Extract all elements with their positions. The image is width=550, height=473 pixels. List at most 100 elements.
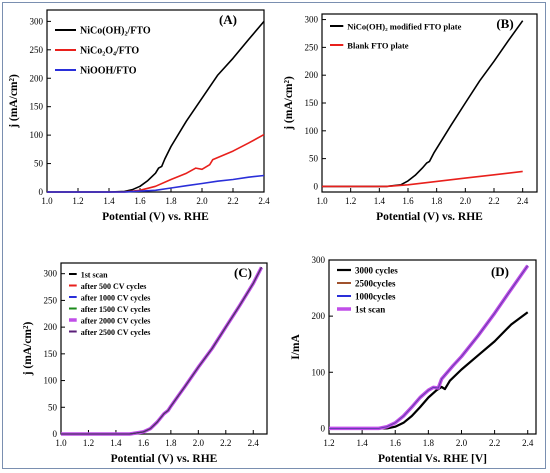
y-tick-label: 0 [53,429,58,439]
y-tick-label: 50 [309,154,319,164]
series-overlay-line [61,267,262,435]
y-tick-label: 300 [44,269,58,279]
legend-label: 1st scan [81,271,108,280]
y-tick-label: 200 [30,73,44,83]
y-tick-label: 250 [305,42,319,52]
x-tick-label: 2.4 [517,196,529,206]
y-tick-label: 300 [312,255,326,265]
y-tick-label: 100 [312,367,326,377]
chart-panel-3: 1.0 1.2 1.4 1.6 1.8 2.0 2.2 2.4 0 50 100 150 200 250 3… [22,262,268,465]
y-tick-label: 250 [44,295,58,305]
y-axis-label: I/mA [290,334,302,360]
y-tick-label: 150 [44,349,58,359]
series-line [322,170,523,188]
y-tick-label: 0 [321,423,326,433]
panel-label: (C) [234,265,252,280]
series-overlay-line [61,267,262,435]
chart-panel-4: 1.2 1.4 1.6 1.8 2.0 2.2 2.4 0 100 200 300 Potential… [290,255,537,465]
series-line [329,265,529,429]
y-axis-label: j (mA/cm²) [22,322,34,377]
x-tick-label: 2.0 [460,196,472,206]
plot-frame [60,262,268,435]
legend-label: 2500cycles [355,279,396,289]
chart-panel-2: 1.0 1.2 1.4 1.6 1.8 2.0 2.2 2.4 0 50 100 150 200 250 3… [283,13,538,223]
x-tick-label: 1.8 [165,438,177,448]
x-tick-label: 1.0 [41,196,53,206]
series-overlay-line [61,267,262,435]
series-line [329,265,529,429]
y-tick-label: 200 [305,70,319,80]
y-tick-label: 150 [30,102,44,112]
legend-label: NiCo(OH)₂/FTO [80,26,151,37]
x-tick-label: 1.2 [323,438,334,448]
y-tick-label: 50 [34,159,44,169]
x-tick-label: 2.0 [196,196,208,206]
series-line [61,267,263,435]
x-axis-label: Potential (V) vs. RHE [111,453,218,465]
y-tick-label: 250 [30,45,44,55]
chart-panel-1: 1.0 1.2 1.4 1.6 1.8 2.0 2.2 2.4 0 50 100 150 200 250 3… [8,9,270,223]
x-tick-label: 2.0 [193,438,205,448]
legend-label: after 1500 CV cycles [81,305,151,314]
series-line [329,311,529,430]
x-tick-label: 1.8 [423,438,435,448]
x-tick-label: 1.0 [316,196,328,206]
panel-label: (D) [491,264,509,279]
y-tick-label: 300 [305,15,319,25]
x-tick-label: 1.8 [165,196,177,206]
x-axis-label: Potential Vs. RHE [V] [378,453,487,465]
figure-frame [2,2,546,469]
legend-label: after 2500 CV cycles [81,328,151,337]
x-tick-label: 2.2 [489,438,500,448]
panel-label: (A) [219,12,237,27]
plot-frame [46,9,265,193]
series-overlay-line [329,265,529,429]
series-line [47,174,265,193]
series-overlay-line [329,265,529,429]
series-line [61,267,263,435]
legend-label: NiOOH/FTO [80,66,137,77]
series-line [329,264,530,431]
x-tick-label: 1.6 [402,196,414,206]
x-tick-label: 2.4 [258,196,270,206]
series-line [61,267,263,435]
y-tick-label: 0 [314,181,319,191]
series-overlay-line [61,267,262,435]
x-tick-label: 2.2 [488,196,499,206]
x-tick-label: 1.4 [103,196,115,206]
y-tick-label: 100 [30,130,44,140]
x-tick-label: 2.0 [456,438,468,448]
legend-label: after 1000 CV cycles [81,294,151,303]
y-tick-label: 100 [305,126,319,136]
x-tick-label: 1.4 [356,438,368,448]
y-tick-label: 200 [44,322,58,332]
x-tick-label: 1.2 [345,196,356,206]
x-tick-label: 1.6 [138,438,150,448]
legend-label: Blank FTO plate [347,41,408,51]
legend-label: NiCo₂O₄/FTO [80,46,139,57]
series-line [322,20,524,188]
x-tick-label: 1.2 [72,196,83,206]
y-tick-label: 100 [44,376,58,386]
x-tick-label: 2.4 [248,438,260,448]
x-tick-label: 2.2 [220,438,231,448]
series-line [61,266,264,436]
x-axis-label: Potential (V) vs. RHE [102,211,209,223]
x-tick-label: 2.2 [227,196,238,206]
y-tick-label: 200 [312,311,326,321]
x-tick-label: 2.4 [522,438,534,448]
y-tick-label: 150 [305,98,319,108]
x-tick-label: 1.8 [431,196,443,206]
series-line [61,267,263,435]
x-axis-label: Potential (V) vs. RHE [376,211,483,223]
y-tick-label: 0 [39,187,44,197]
legend-label: 3000 cycles [355,266,398,276]
x-tick-label: 1.6 [134,196,146,206]
legend-label: NiCo(OH)₂ modified FTO plate [347,22,461,32]
series-line [47,133,265,193]
x-tick-label: 1.0 [55,438,67,448]
x-tick-label: 1.2 [83,438,94,448]
series-overlay-line [61,267,262,435]
x-tick-label: 1.4 [374,196,386,206]
